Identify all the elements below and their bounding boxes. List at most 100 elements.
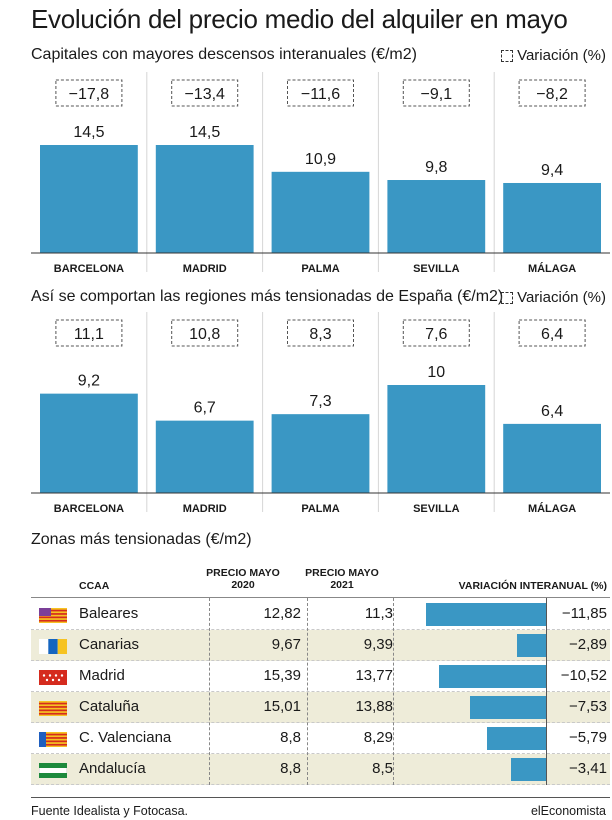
variation-box [287,79,354,107]
bar [387,180,486,253]
variation-label: −9,1 [421,86,453,103]
dashed-box-icon [501,49,514,62]
andalucia-flag-icon [38,762,68,779]
variation-bar [511,758,546,781]
row-name: C. Valenciana [79,729,172,746]
column-divider [307,598,308,785]
row-variation-label: −11,85 [561,605,607,622]
category-label: BARCELONA [54,263,124,275]
row-price-2020: 12,82 [263,605,301,622]
table-row: Cataluña 15,01 13,88 −7,53 [31,692,610,723]
category-label: PALMA [301,263,339,275]
dashed-box-icon [501,291,514,304]
bar [155,420,254,493]
bar-value-label: 9,4 [541,162,563,179]
row-price-2020: 8,8 [280,760,301,777]
col-header-p2021: PRECIO MAYO 2021 [305,567,379,591]
chart1-variation-legend: Variación (%) [501,47,606,64]
category-label: BARCELONA [54,503,124,515]
variation-label: −13,4 [184,86,225,103]
bar [503,182,601,253]
row-name: Andalucía [79,760,146,777]
chart1-svg: −17,8 14,5 BARCELONA −13,4 14,5 MADRID −11,6 10… [31,72,610,275]
row-variation-label: −2,89 [569,636,607,653]
col-header-variation: VARIACIÓN INTERANUAL (%) [458,580,607,592]
variation-bar [439,665,546,688]
variation-label: −8,2 [536,86,568,103]
row-price-2021: 11,3 [364,605,393,622]
row-price-2020: 15,01 [263,698,301,715]
variation-box [171,319,239,347]
chart2-title: Así se comportan las regiones más tensio… [31,288,504,305]
canarias-flag-icon [38,638,68,655]
row-price-2020: 8,8 [280,729,301,746]
brand-logo: elEconomista [530,804,606,818]
bar-value-label: 6,7 [194,400,216,417]
variation-box [55,319,123,347]
bar-value-label: 6,4 [541,403,563,420]
row-variation-label: −5,79 [569,729,607,746]
variation-bar [487,727,546,750]
chart1-variation-legend-label: Variación (%) [517,47,606,64]
madrid-flag-icon [38,669,68,686]
variation-box [402,79,470,107]
col-header-ccaa: CCAA [79,580,110,592]
chart1: −17,8 14,5 BARCELONA −13,4 14,5 MADRID −11,6 10… [31,72,610,282]
row-price-2021: 9,39 [363,636,393,653]
row-variation-label: −7,53 [569,698,607,715]
variation-box [171,79,239,107]
bar [387,385,486,493]
bar-value-label: 10 [427,364,445,381]
variation-label: 7,6 [425,326,447,343]
row-price-2021: 8,29 [363,729,393,746]
variation-label: 11,1 [74,326,104,343]
category-label: MADRID [183,263,227,275]
row-name: Madrid [79,667,125,684]
variation-label: 6,4 [541,326,563,343]
footer-divider [31,797,610,798]
bar [40,393,138,493]
variation-box [518,319,586,347]
chart2-variation-legend: Variación (%) [501,289,606,306]
bar-value-label: 10,9 [305,151,336,168]
category-label: MÁLAGA [528,262,576,275]
category-label: MÁLAGA [528,502,576,515]
bar-value-label: 9,2 [78,373,100,390]
row-name: Baleares [79,605,139,622]
row-price-2021: 13,77 [355,667,393,684]
row-variation-label: −10,52 [560,667,607,684]
bar [271,171,370,253]
col-header-p2020: PRECIO MAYO 2020 [206,567,280,591]
table-row: Madrid 15,39 13,77 −10,52 [31,661,610,692]
variation-box [402,319,470,347]
category-label: SEVILLA [413,263,460,275]
valenciana-flag-icon [38,731,68,748]
row-price-2021: 8,5 [372,760,393,777]
category-label: MADRID [183,503,227,515]
bar-value-label: 9,8 [425,159,447,176]
chart2-svg: 11,1 9,2 BARCELONA 10,8 6,7 MADRID 8,3 7,3 PALMA… [31,312,610,515]
bar [155,145,254,253]
variation-label: 10,8 [189,326,220,343]
row-price-2020: 15,39 [263,667,301,684]
bar [503,423,601,493]
bar-value-label: 14,5 [189,124,220,141]
bar-value-label: 14,5 [73,124,104,141]
table-row: C. Valenciana 8,8 8,29 −5,79 [31,723,610,754]
chart1-title: Capitales con mayores descensos interanu… [31,46,417,63]
row-name: Canarias [79,636,140,653]
bar-value-label: 7,3 [309,393,331,410]
source-note: Fuente Idealista y Fotocasa. [31,804,189,818]
variation-bar [516,634,546,657]
bar [271,414,370,493]
variation-label: −11,6 [301,86,340,103]
table-title: Zonas más tensionadas (€/m2) [31,531,252,548]
row-variation-label: −3,41 [569,760,607,777]
page-title: Evolución del precio medio del alquiler … [31,4,568,34]
table-row: Canarias 9,67 9,39 −2,89 [31,630,610,661]
chart2: 11,1 9,2 BARCELONA 10,8 6,7 MADRID 8,3 7,3 PALMA… [31,312,610,522]
variation-box [55,79,123,107]
cataluna-flag-icon [38,700,68,717]
chart2-variation-legend-label: Variación (%) [517,289,606,306]
zero-axis-line [546,598,547,785]
